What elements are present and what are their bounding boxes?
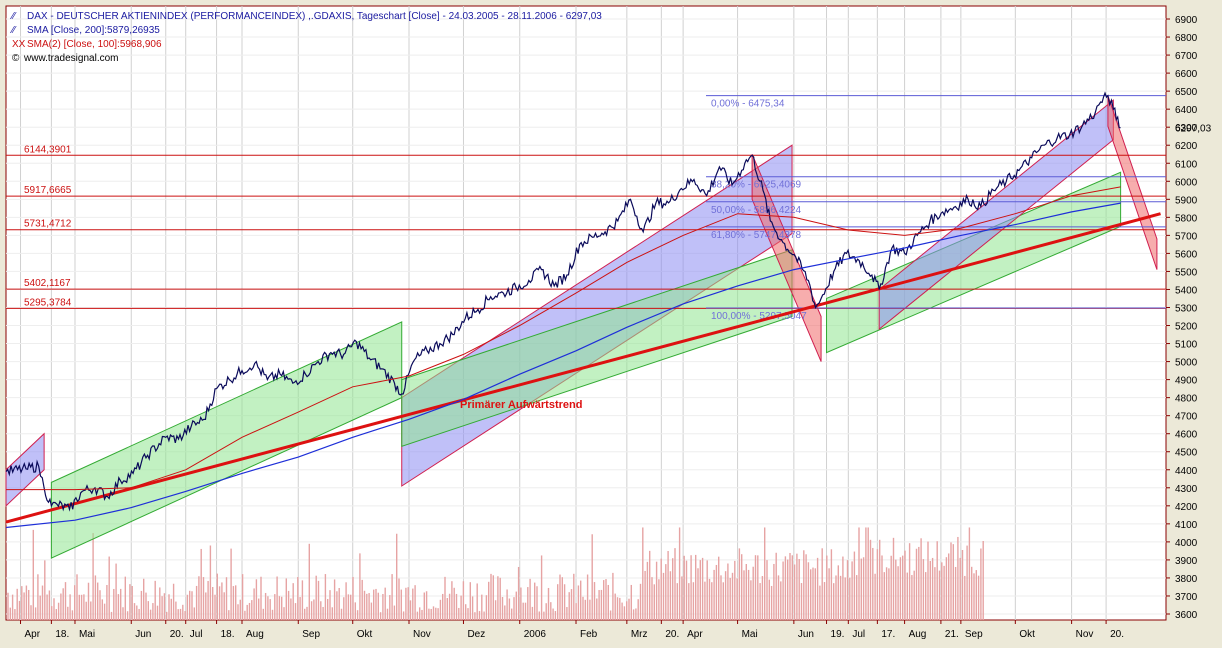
series: [5, 91, 1161, 529]
y-tick-label: 5900: [1175, 195, 1198, 206]
y-tick-label: 6600: [1175, 69, 1198, 80]
y-tick-label: 3700: [1175, 592, 1198, 603]
y-axis: 6900 6800 6700 6600 6500 6400 6300 6200 6100 6000…: [1166, 15, 1212, 621]
x-tick-label: Aug: [246, 629, 264, 640]
y-tick-label: 6800: [1175, 33, 1198, 44]
x-tick-label: Jun: [798, 629, 814, 640]
y-tick-label: 6000: [1175, 177, 1198, 188]
x-tick-label: Nov: [413, 629, 431, 640]
y-tick-label: 4700: [1175, 412, 1198, 423]
x-tick-label: 17.: [881, 629, 895, 640]
x-tick-label: Okt: [357, 629, 373, 640]
x-tick-label: Dez: [467, 629, 485, 640]
y-tick-label: 5300: [1175, 303, 1198, 314]
x-tick-label: Mrz: [631, 629, 648, 640]
x-tick-label: Mai: [742, 629, 758, 640]
x-tick-label: Jun: [135, 629, 151, 640]
y-tick-label: 5800: [1175, 213, 1198, 224]
channel-blue: [5, 432, 45, 507]
x-tick-label: Feb: [580, 629, 598, 640]
y-tick-label: 4100: [1175, 520, 1198, 531]
y-tick-label: 4900: [1175, 376, 1198, 387]
x-tick-label: 21.: [945, 629, 959, 640]
series-line-2: [6, 186, 1121, 491]
fib-label: 0,00% - 6475,34: [711, 99, 785, 110]
y-tick-label: 5400: [1175, 285, 1198, 296]
x-tick-label: Jul: [190, 629, 203, 640]
legend-sma100: SMA(2) [Close, 100]:5968,906: [27, 39, 162, 50]
y-tick-label: 4200: [1175, 502, 1198, 513]
y-tick-label: 5500: [1175, 267, 1198, 278]
y-tick-label: 5000: [1175, 358, 1198, 369]
y-tick-label: 6200: [1175, 141, 1198, 152]
y-tick-label: 6300: [1175, 123, 1198, 134]
annotations: Primärer Aufwärtstrend: [460, 399, 582, 411]
trend-label: Primärer Aufwärtstrend: [460, 399, 582, 411]
y-tick-label: 6700: [1175, 51, 1198, 62]
xx-icon: XX: [12, 39, 26, 50]
y-tick-label: 6100: [1175, 159, 1198, 170]
x-tick-label: 20.: [665, 629, 679, 640]
x-tick-label: Jul: [852, 629, 865, 640]
volume-bars: [7, 527, 984, 620]
channel-green: [401, 249, 793, 448]
x-tick-label: Nov: [1076, 629, 1094, 640]
y-tick-label: 4600: [1175, 430, 1198, 441]
fib-label: 61,80% - 5747,4378: [711, 230, 802, 241]
y-tick-label: 6900: [1175, 15, 1198, 26]
level-label: 6144,3901: [24, 144, 72, 155]
y-tick-label: 4500: [1175, 448, 1198, 459]
level-label: 5917,6665: [24, 185, 72, 196]
legend: ⁄⁄ DAX - DEUTSCHER AKTIENINDEX (PERFORMA…: [9, 11, 602, 64]
x-tick-label: 18.: [55, 629, 69, 640]
trendline: [5, 212, 1161, 524]
level-label: 5402,1167: [24, 278, 71, 289]
y-tick-label: 4000: [1175, 538, 1198, 549]
y-tick-label: 5600: [1175, 249, 1198, 260]
x-tick-label: Mai: [79, 629, 95, 640]
y-tick-label: 4300: [1175, 484, 1198, 495]
fib-label: 50,00% - 5886,4224: [711, 205, 802, 216]
legend-sma200: SMA [Close, 200]:5879,26935: [27, 25, 160, 36]
channel-red: [1107, 95, 1158, 270]
y-tick-label: 3600: [1175, 610, 1198, 621]
x-tick-label: 20.: [1110, 629, 1124, 640]
x-tick-label: Sep: [965, 629, 983, 640]
y-tick-label: 4400: [1175, 466, 1198, 477]
x-tick-label: 18.: [221, 629, 235, 640]
x-axis: Apr 18. Mai Jun 20. Jul 18. Aug Sep Okt Nov Dez 2006…: [20, 620, 1124, 640]
x-tick-label: Apr: [687, 629, 703, 640]
legend-source: www.tradesignal.com: [23, 53, 118, 64]
y-tick-label: 6400: [1175, 105, 1198, 116]
line-chart-icon: ⁄⁄: [9, 25, 17, 36]
series-line-1: [5, 202, 1121, 529]
fib-label: 38,20% - 6025,4069: [711, 180, 802, 191]
level-label: 5295,3784: [24, 297, 72, 308]
copyright-icon: ©: [12, 53, 20, 64]
y-tick-label: 3900: [1175, 556, 1198, 567]
level-label: 5731,4712: [24, 219, 72, 230]
y-tick-label: 3800: [1175, 574, 1198, 585]
last-price-label: 6297,03: [1175, 124, 1212, 135]
y-tick-label: 5200: [1175, 322, 1198, 333]
horizontal-levels: 6144,3901 5917,6665 5731,4712 5402,1167 5295…: [6, 95, 1166, 322]
y-tick-label: 4800: [1175, 394, 1198, 405]
line-chart-icon: ⁄⁄: [9, 11, 17, 22]
y-tick-label: 6500: [1175, 87, 1198, 98]
x-tick-label: Aug: [909, 629, 927, 640]
x-tick-label: Apr: [25, 629, 41, 640]
y-tick-label: 5700: [1175, 231, 1198, 242]
x-tick-label: Okt: [1019, 629, 1035, 640]
legend-title: DAX - DEUTSCHER AKTIENINDEX (PERFORMANCE…: [27, 11, 602, 22]
fib-label: 100,00% - 5297,5047: [711, 311, 807, 322]
x-tick-label: 19.: [831, 629, 845, 640]
x-tick-label: 20.: [170, 629, 184, 640]
y-tick-label: 5100: [1175, 340, 1198, 351]
x-tick-label: 2006: [524, 629, 547, 640]
x-tick-label: Sep: [302, 629, 320, 640]
series-line-0: [5, 91, 1121, 512]
